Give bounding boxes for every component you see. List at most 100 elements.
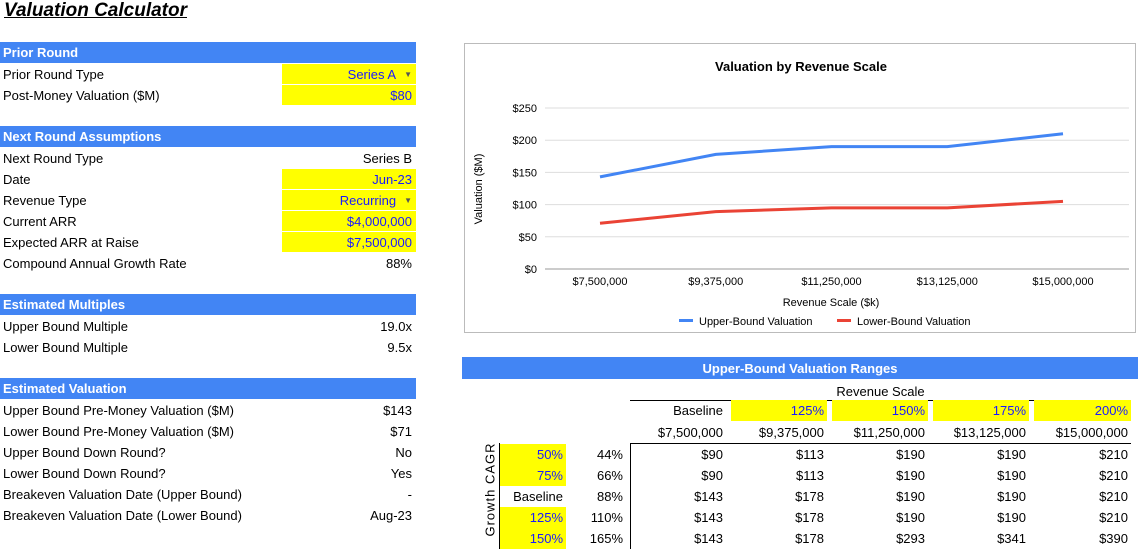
- col-revenue-value: $7,500,000: [657, 425, 723, 440]
- page-title: Valuation Calculator: [4, 0, 187, 21]
- col-scale-pct[interactable]: 125%: [731, 400, 827, 421]
- legend-label: Upper-Bound Valuation: [699, 316, 813, 328]
- table-cell: $113: [796, 468, 824, 483]
- field-row: Upper Bound Down Round? No: [0, 442, 416, 463]
- col-revenue-value: $15,000,000: [1055, 425, 1128, 440]
- field-label: Expected ARR at Raise: [3, 235, 139, 250]
- divider: [630, 443, 1131, 444]
- field-row: Lower Bound Down Round? Yes: [0, 463, 416, 484]
- table-cell: $90: [701, 447, 723, 462]
- field-label: Upper Bound Down Round?: [3, 445, 166, 460]
- x-tick-label: $15,000,000: [1032, 276, 1093, 288]
- col-revenue-value: $13,125,000: [953, 425, 1026, 440]
- col-scale-pct: Baseline: [673, 403, 723, 418]
- next-section-header: Next Round Assumptions: [0, 126, 416, 147]
- table-cell: $190: [997, 468, 1026, 483]
- field-row: Upper Bound Pre-Money Valuation ($M) $143: [0, 400, 416, 421]
- y-tick-label: $100: [513, 200, 537, 212]
- field-input[interactable]: $4,000,000: [282, 211, 416, 231]
- field-value: -: [407, 487, 412, 502]
- field-label: Upper Bound Pre-Money Valuation ($M): [3, 403, 234, 418]
- field-value: 9.5x: [387, 340, 412, 355]
- field-row: Compound Annual Growth Rate 88%: [0, 253, 416, 274]
- col-group-label: Revenue Scale: [836, 384, 925, 399]
- field-value: 19.0x: [380, 319, 412, 334]
- table-cell: $190: [997, 447, 1026, 462]
- y-tick-label: $0: [525, 264, 537, 276]
- field-value: 88%: [385, 256, 412, 271]
- series-line-1: [599, 199, 1064, 225]
- dropdown-arrow-icon[interactable]: ▼: [404, 196, 412, 205]
- row-growth-pct[interactable]: 125%: [500, 507, 566, 528]
- x-tick-label: $7,500,000: [572, 276, 627, 288]
- table-cell: $210: [1099, 468, 1128, 483]
- field-label: Breakeven Valuation Date (Upper Bound): [3, 487, 242, 502]
- field-dropdown[interactable]: Series A ▼: [282, 64, 416, 84]
- field-label: Current ARR: [3, 214, 77, 229]
- col-scale-pct[interactable]: 150%: [832, 400, 928, 421]
- field-label: Upper Bound Multiple: [3, 319, 129, 334]
- row-growth-pct[interactable]: 50%: [500, 444, 566, 465]
- divider: [499, 443, 500, 549]
- x-tick-label: $11,250,000: [801, 276, 861, 288]
- legend-swatch: [837, 319, 851, 322]
- field-label: Breakeven Valuation Date (Lower Bound): [3, 508, 242, 523]
- field-row: Prior Round Type Series A ▼: [0, 64, 416, 85]
- field-row: Lower Bound Multiple 9.5x: [0, 337, 416, 358]
- field-value: $7,500,000: [346, 235, 412, 250]
- table-cell: $190: [896, 510, 925, 525]
- row-cagr: 44%: [596, 447, 623, 462]
- field-row: Date Jun-23: [0, 169, 416, 190]
- field-value: $71: [390, 424, 412, 439]
- field-value: Recurring: [339, 193, 397, 208]
- x-tick-label: $13,125,000: [917, 276, 978, 288]
- field-value: $4,000,000: [346, 214, 412, 229]
- table-cell: $143: [694, 531, 723, 546]
- col-revenue-value: $11,250,000: [853, 425, 925, 440]
- field-value: No: [395, 445, 412, 460]
- field-label: Compound Annual Growth Rate: [3, 256, 187, 271]
- table-cell: $143: [694, 489, 723, 504]
- prior-section-header: Prior Round: [0, 42, 416, 63]
- dropdown-arrow-icon[interactable]: ▼: [404, 70, 412, 79]
- legend-swatch: [679, 319, 693, 322]
- table-cell: $190: [896, 489, 925, 504]
- table-cell: $190: [997, 510, 1026, 525]
- field-label: Lower Bound Down Round?: [3, 466, 166, 481]
- y-tick-label: $50: [519, 232, 537, 244]
- multiples-section-header: Estimated Multiples: [0, 294, 416, 315]
- table-cell: $178: [795, 489, 824, 504]
- field-value: Jun-23: [372, 172, 412, 187]
- table-cell: $341: [997, 531, 1026, 546]
- table-cell: $210: [1099, 510, 1128, 525]
- field-label: Revenue Type: [3, 193, 87, 208]
- valuation-section-header: Estimated Valuation: [0, 378, 416, 399]
- y-tick-label: $200: [513, 135, 537, 147]
- field-input[interactable]: Jun-23: [282, 169, 416, 189]
- field-dropdown[interactable]: Recurring ▼: [282, 190, 416, 210]
- valuation-chart: Valuation by Revenue Scale $0 $50 $100 $150 $…: [464, 43, 1136, 333]
- row-growth-pct[interactable]: 75%: [500, 465, 566, 486]
- field-row: Upper Bound Multiple 19.0x: [0, 316, 416, 337]
- x-tick-label: $9,375,000: [688, 276, 743, 288]
- row-growth-pct[interactable]: 150%: [500, 528, 566, 549]
- table-cell: $113: [796, 447, 824, 462]
- table-cell: $293: [896, 531, 925, 546]
- field-label: Next Round Type: [3, 151, 104, 166]
- field-input[interactable]: $80: [282, 85, 416, 105]
- table-cell: $178: [795, 531, 824, 546]
- field-row: Post-Money Valuation ($M) $80: [0, 85, 416, 106]
- table-cell: $210: [1099, 447, 1128, 462]
- field-label: Prior Round Type: [3, 67, 104, 82]
- field-value: $143: [383, 403, 412, 418]
- field-row: Revenue Type Recurring ▼: [0, 190, 416, 211]
- row-group-label: Growth CAGR: [482, 442, 498, 537]
- field-label: Lower Bound Multiple: [3, 340, 129, 355]
- field-input[interactable]: $7,500,000: [282, 232, 416, 252]
- col-scale-pct[interactable]: 175%: [933, 400, 1029, 421]
- y-tick-label: $150: [513, 167, 537, 179]
- col-scale-pct[interactable]: 200%: [1034, 400, 1131, 421]
- field-row: Next Round Type Series B: [0, 148, 416, 169]
- field-label: Lower Bound Pre-Money Valuation ($M): [3, 424, 234, 439]
- table-cell: $178: [795, 510, 824, 525]
